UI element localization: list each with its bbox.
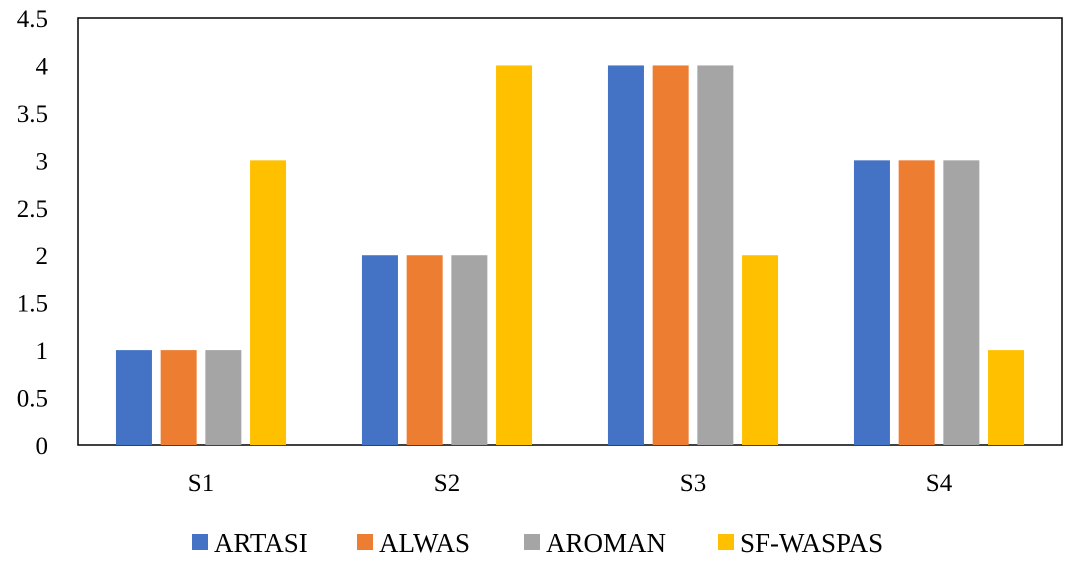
bar-alwas-s1 (160, 350, 197, 445)
y-tick-label: 2.5 (17, 196, 48, 223)
y-tick-label: 0.5 (17, 386, 48, 413)
y-tick-label: 1 (36, 338, 49, 365)
bar-aroman-s4 (943, 160, 980, 446)
y-tick-label: 3 (36, 148, 49, 175)
plot-frame (77, 17, 1063, 446)
legend-swatch-sf-waspas (718, 534, 734, 550)
legend-label-aroman: AROMAN (546, 528, 666, 558)
bar-sf-waspas-s2 (496, 65, 533, 445)
legend-label-alwas: ALWAS (379, 528, 470, 558)
bar-alwas-s2 (406, 255, 443, 445)
x-tick-label: S2 (434, 470, 460, 497)
y-tick-label: 3.5 (17, 101, 48, 128)
x-tick-label: S1 (188, 470, 214, 497)
bar-artasi-s4 (853, 160, 890, 446)
legend-swatch-artasi (192, 534, 208, 550)
legend-swatch-aroman (524, 534, 540, 550)
y-tick-label: 0 (36, 433, 49, 460)
legend: ARTASI ALWAS AROMAN SF-WASPAS (192, 528, 883, 558)
bars (115, 65, 1025, 446)
x-axis-labels: S1 S2 S3 S4 (188, 470, 953, 497)
legend-label-sf-waspas: SF-WASPAS (740, 528, 883, 558)
y-tick-label: 4.5 (17, 6, 48, 33)
bar-artasi-s3 (607, 65, 644, 445)
bar-artasi-s2 (361, 255, 398, 445)
bar-alwas-s4 (898, 160, 935, 446)
bar-artasi-s1 (115, 350, 152, 445)
bar-aroman-s3 (697, 65, 734, 445)
bar-sf-waspas-s4 (988, 350, 1025, 445)
y-tick-label: 4 (36, 53, 49, 80)
bar-aroman-s2 (451, 255, 488, 445)
bar-alwas-s3 (652, 65, 689, 445)
bar-aroman-s1 (205, 350, 242, 445)
bar-sf-waspas-s3 (742, 255, 779, 445)
legend-swatch-alwas (357, 534, 373, 550)
y-tick-label: 2 (36, 243, 49, 270)
x-tick-label: S3 (680, 470, 706, 497)
y-axis-ticks: 0 0.5 1 1.5 2 2.5 3 3.5 4 4.5 (17, 6, 49, 460)
y-tick-label: 1.5 (17, 291, 48, 318)
legend-label-artasi: ARTASI (214, 528, 308, 558)
x-tick-label: S4 (926, 470, 953, 497)
bar-sf-waspas-s1 (250, 160, 287, 446)
